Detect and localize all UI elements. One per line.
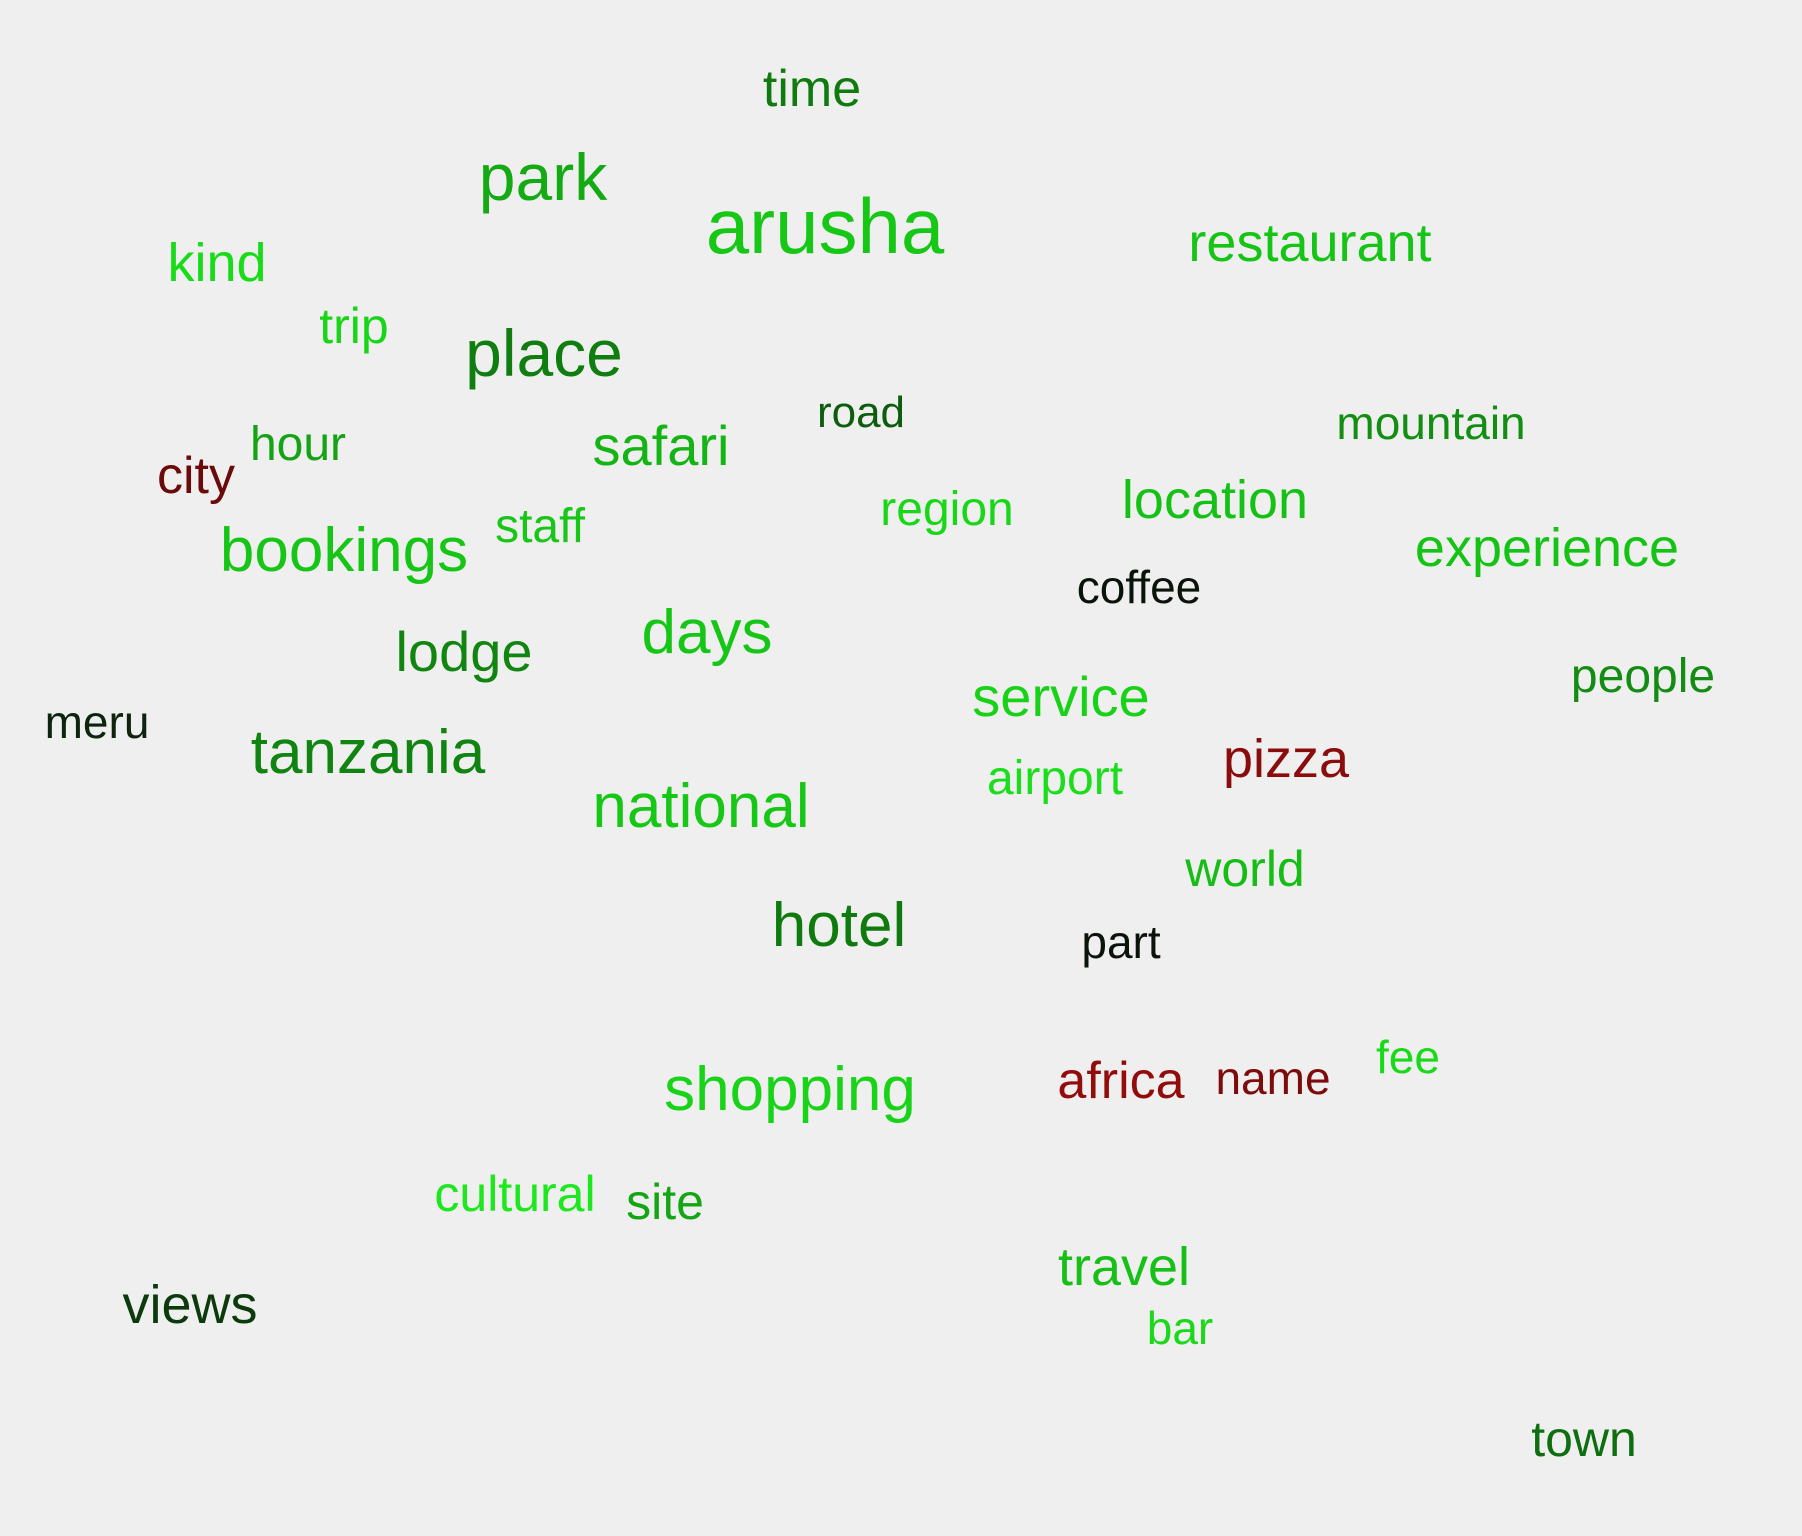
word-kind: kind <box>167 233 267 293</box>
word-service: service <box>972 665 1150 728</box>
word-safari: safari <box>592 414 730 477</box>
word-coffee: coffee <box>1076 561 1202 613</box>
word-lodge: lodge <box>395 620 533 683</box>
word-time: time <box>762 60 862 118</box>
word-site: site <box>626 1174 704 1230</box>
word-restaurant: restaurant <box>1188 213 1432 273</box>
word-city: city <box>157 447 235 505</box>
word-road: road <box>816 388 906 437</box>
word-pizza: pizza <box>1222 729 1350 789</box>
word-travel: travel <box>1057 1237 1191 1297</box>
word-region: region <box>880 483 1014 536</box>
word-people: people <box>1570 650 1716 703</box>
word-views: views <box>122 1275 258 1335</box>
word-location: location <box>1121 470 1309 530</box>
word-staff: staff <box>495 500 585 553</box>
word-national: national <box>592 772 810 841</box>
word-hotel: hotel <box>771 891 907 960</box>
word-name: name <box>1215 1052 1331 1104</box>
word-experience: experience <box>1414 518 1680 578</box>
word-place: place <box>465 316 623 390</box>
word-trip: trip <box>319 298 389 354</box>
word-airport: airport <box>986 752 1124 805</box>
word-tanzania: tanzania <box>250 718 486 787</box>
word-days: days <box>641 598 773 667</box>
word-park: park <box>478 140 608 214</box>
word-meru: meru <box>44 696 150 748</box>
word-part: part <box>1081 916 1161 968</box>
word-arusha: arusha <box>705 182 945 270</box>
word-bar: bar <box>1146 1302 1214 1354</box>
word-fee: fee <box>1376 1031 1440 1083</box>
word-africa: africa <box>1057 1052 1185 1110</box>
word-hour: hour <box>249 418 347 471</box>
word-world: world <box>1185 841 1305 897</box>
word-mountain: mountain <box>1336 397 1526 449</box>
word-town: town <box>1531 1411 1637 1467</box>
word-shopping: shopping <box>664 1055 916 1124</box>
word-bookings: bookings <box>219 516 469 585</box>
word-cultural: cultural <box>434 1166 596 1222</box>
